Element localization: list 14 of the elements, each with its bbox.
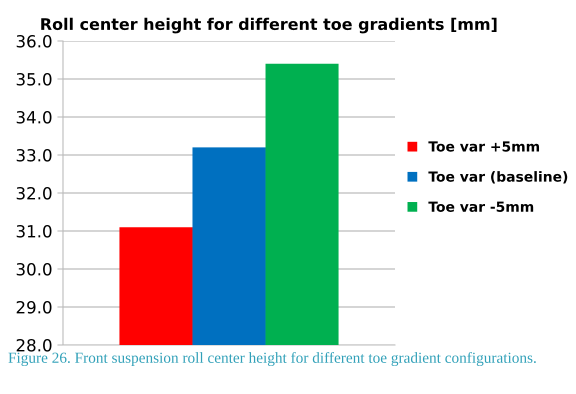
- y-tick-label: 32.0: [16, 186, 52, 200]
- y-tick-label: 31.0: [16, 224, 52, 238]
- legend-label: Toe var (baseline): [428, 171, 568, 184]
- y-tick-label: 36.0: [16, 34, 52, 48]
- caption: Figure 26. Front suspension roll center height for different toe gradient configurations.: [8, 352, 536, 366]
- legend-label: Toe var -5mm: [428, 202, 534, 212]
- legend-label: Toe var +5mm: [428, 141, 540, 152]
- y-tick-label: 28.0: [16, 338, 52, 352]
- y-tick-label: 30.0: [16, 262, 52, 276]
- y-tick-label: 35.0: [16, 72, 52, 86]
- y-tick-label: 29.0: [16, 300, 52, 314]
- chart-title: Roll center height for different toe gradients [mm]: [41, 18, 497, 34]
- y-tick-label: 33.0: [16, 148, 52, 162]
- y-tick-label: 34.0: [16, 110, 52, 124]
